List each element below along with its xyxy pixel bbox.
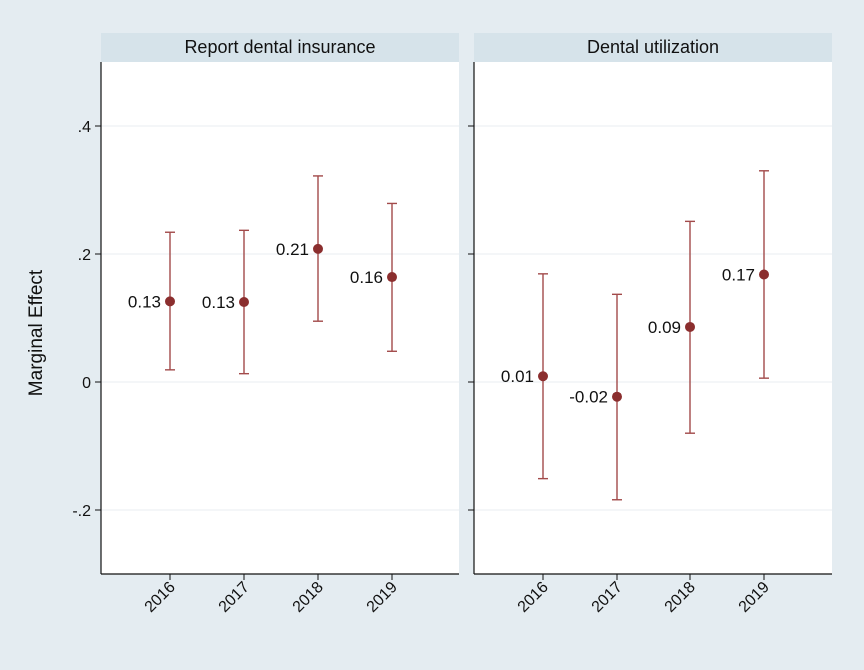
y-tick-label: -.2 bbox=[72, 503, 91, 520]
panel-plot-area bbox=[474, 62, 832, 574]
data-label-2016: 0.01 bbox=[501, 367, 534, 386]
point-marker-2019 bbox=[759, 269, 769, 280]
point-marker-2016 bbox=[538, 371, 548, 382]
panel-header bbox=[474, 33, 832, 62]
point-marker-2018 bbox=[313, 243, 323, 254]
data-label-2019: 0.16 bbox=[350, 268, 383, 287]
point-marker-2019 bbox=[387, 272, 397, 283]
panel-title: Report dental insurance bbox=[184, 37, 375, 57]
data-label-2019: 0.17 bbox=[722, 265, 755, 284]
point-marker-2017 bbox=[612, 391, 622, 402]
y-tick-label: 0 bbox=[82, 375, 91, 392]
data-label-2017: -0.02 bbox=[569, 388, 608, 407]
point-marker-2018 bbox=[685, 321, 695, 332]
panel-header bbox=[101, 33, 459, 62]
panel-title: Dental utilization bbox=[587, 37, 719, 57]
point-marker-2017 bbox=[239, 297, 249, 307]
data-label-2017: 0.13 bbox=[202, 293, 235, 312]
data-label-2018: 0.09 bbox=[648, 318, 681, 337]
y-axis-label: Marginal Effect bbox=[26, 269, 47, 396]
data-label-2018: 0.21 bbox=[276, 240, 309, 259]
panel-plot-area bbox=[101, 62, 459, 574]
y-tick-label: .2 bbox=[78, 247, 91, 264]
point-marker-2016 bbox=[165, 296, 175, 307]
y-tick-label: .4 bbox=[78, 119, 91, 136]
data-label-2016: 0.13 bbox=[128, 292, 161, 311]
